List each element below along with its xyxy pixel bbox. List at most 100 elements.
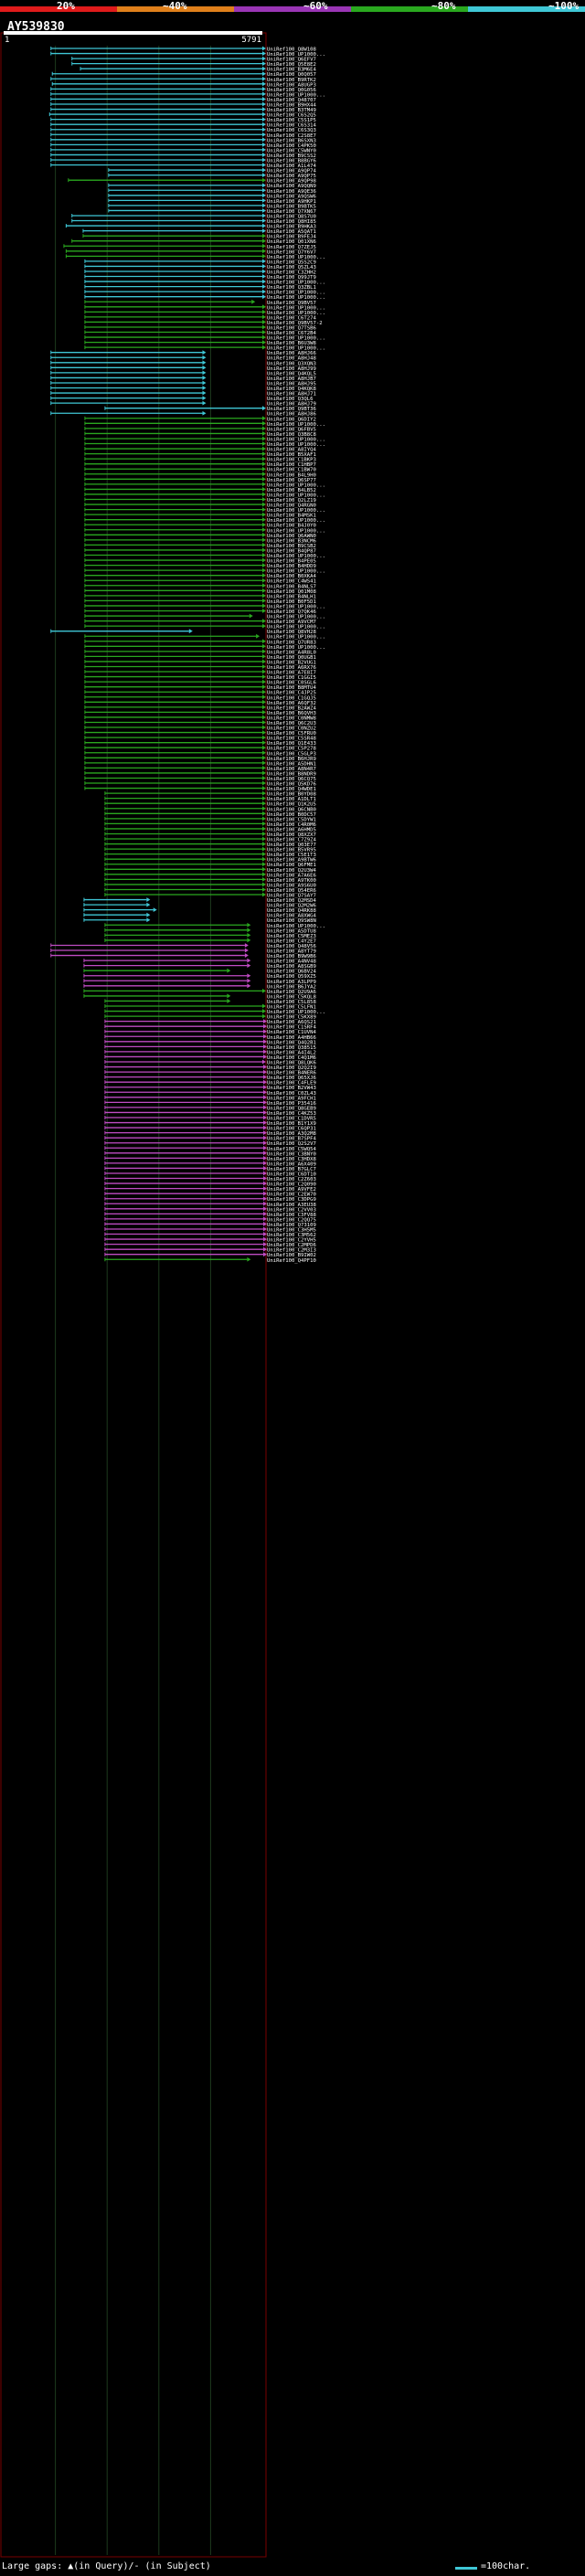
hit-end-arrow — [262, 522, 266, 527]
hit-end-arrow — [262, 1059, 266, 1065]
hit-end-arrow — [262, 780, 266, 786]
hit-end-arrow — [263, 1079, 267, 1085]
hit-end-arrow — [262, 304, 266, 310]
hit-end-arrow — [227, 968, 231, 973]
hit-label: UniRef100_C2YVH5 — [267, 1238, 316, 1244]
hit-end-arrow — [263, 1034, 267, 1039]
hit-label: UniRef100_A3LPP9 — [267, 980, 316, 985]
hit-end-arrow — [263, 1246, 267, 1252]
query-end-label: 5791 — [241, 36, 261, 45]
hit-end-arrow — [262, 639, 266, 644]
hit-label: UniRef100_Q3QL6 — [267, 397, 314, 402]
hit-end-arrow — [263, 1049, 267, 1055]
hit-label: UniRef100_UP1000... — [267, 482, 325, 488]
hit-label: UniRef100_C1BW70 — [267, 468, 316, 473]
hit-end-arrow — [263, 1125, 267, 1130]
hit-end-arrow — [247, 983, 251, 989]
hit-label: UniRef100_C2VV03 — [267, 1207, 316, 1213]
hit-end-arrow — [244, 943, 249, 948]
hit-label: UniRef100_B6U3W8 — [267, 341, 317, 346]
hit-end-arrow — [262, 705, 266, 710]
hit-end-arrow — [146, 902, 151, 907]
hit-end-arrow — [262, 892, 266, 897]
hit-label: UniRef100_UP1000... — [267, 645, 325, 651]
hit-label: UniRef100_B3M6E4 — [267, 68, 317, 73]
hit-label: UniRef100_Q01XN6 — [267, 239, 316, 245]
hit-end-arrow — [263, 1206, 267, 1212]
hit-label: UniRef100_UP1000... — [267, 305, 325, 311]
hit-end-arrow — [247, 938, 251, 943]
hit-end-arrow — [263, 1023, 267, 1029]
hit-end-arrow — [262, 796, 266, 801]
hit-end-arrow — [262, 1003, 266, 1009]
hit-label: UniRef100_Q7Y6V7 — [267, 249, 316, 255]
hit-label: UniRef100_A9QP75 — [267, 174, 316, 179]
hit-label: UniRef100_Q48707 — [267, 98, 316, 103]
hit-label: UniRef100_A9QQN9 — [267, 184, 316, 189]
hit-end-arrow — [262, 173, 266, 178]
hit-label: UniRef100_Q3B8C8 — [267, 432, 317, 438]
hit-label: UniRef100_UP1000... — [267, 518, 325, 524]
hit-end-arrow — [262, 836, 266, 842]
hit-end-arrow — [263, 1176, 267, 1181]
hit-label: UniRef100_C0NMW8 — [267, 716, 317, 721]
hit-end-arrow — [262, 193, 266, 198]
hit-label: UniRef100_Q4KQL5 — [267, 371, 316, 376]
hit-label: UniRef100_UP1000... — [267, 625, 325, 631]
hit-label: UniRef100_Q2Q2I9 — [267, 1065, 316, 1071]
hit-end-arrow — [262, 289, 266, 294]
hit-label: UniRef100_Q0UGB1 — [267, 655, 316, 661]
hit-end-arrow — [262, 547, 266, 553]
hit-label: UniRef100_UP1000... — [267, 422, 325, 428]
hit-end-arrow — [262, 416, 266, 421]
hit-end-arrow — [262, 127, 266, 133]
hit-label: UniRef100_B3NCM6 — [267, 538, 316, 544]
hit-end-arrow — [262, 284, 266, 290]
hit-end-arrow — [262, 537, 266, 543]
hit-label: UniRef100_Q8W108 — [267, 48, 317, 53]
hit-end-arrow — [262, 599, 266, 603]
hit-label: UniRef100_B0YD08 — [267, 792, 317, 798]
hit-end-arrow — [202, 396, 207, 401]
hit-label: UniRef100_A8HJ48 — [267, 356, 317, 362]
hit-label: UniRef100_A6HMD5 — [267, 827, 316, 832]
hit-label: UniRef100_B9HKA3 — [267, 225, 316, 230]
hit-end-arrow — [202, 410, 207, 416]
hit-label: UniRef100_A9S6U0 — [267, 883, 316, 888]
hit-label: UniRef100_C1HBP7 — [267, 462, 316, 468]
hit-end-arrow — [202, 360, 207, 366]
hit-end-arrow — [263, 1135, 267, 1140]
hit-label: UniRef100_B3TM49 — [267, 108, 316, 113]
hit-end-arrow — [262, 264, 266, 269]
hit-label: UniRef100_Q1E433 — [267, 741, 316, 747]
hit-end-arrow — [262, 153, 266, 157]
hit-label: UniRef100_A4I4L2 — [267, 1050, 316, 1055]
hit-label: UniRef100_Q8S7U0 — [267, 214, 316, 219]
hit-end-arrow — [262, 111, 266, 117]
hit-label: UniRef100_Q3XQN3 — [267, 361, 316, 366]
hit-end-arrow — [262, 86, 266, 91]
hit-end-arrow — [247, 932, 251, 938]
hit-label: UniRef100_A8HJ95 — [267, 381, 316, 387]
hit-label: UniRef100_Q2M2W6 — [267, 904, 316, 909]
hit-end-arrow — [262, 330, 266, 334]
hit-label: UniRef100_UP1000... — [267, 615, 325, 620]
hit-end-arrow — [262, 476, 266, 482]
hit-label: UniRef100_C6QP31 — [267, 1127, 316, 1132]
hit-end-arrow — [263, 1105, 267, 1110]
hit-label: UniRef100_A9VFE2 — [267, 1187, 316, 1193]
hit-end-arrow — [146, 897, 151, 902]
hit-end-arrow — [263, 1110, 267, 1115]
hit-label: UniRef100_C5L858 — [267, 1000, 317, 1005]
hit-end-arrow — [262, 472, 266, 477]
hit-label: UniRef100_UP1000... — [267, 554, 325, 559]
hit-end-arrow — [202, 390, 207, 396]
hit-end-arrow — [262, 694, 266, 700]
hit-end-arrow — [262, 872, 266, 877]
identity-color-scale: 20% ~40% ~60% ~80% ~100% — [0, 0, 585, 37]
hit-end-arrow — [262, 684, 266, 690]
hit-label: UniRef100_UP1000... — [267, 52, 325, 58]
hit-label: UniRef100_Q8XZX7 — [267, 832, 316, 838]
hit-end-arrow — [262, 846, 266, 852]
hit-end-arrow — [262, 269, 266, 274]
